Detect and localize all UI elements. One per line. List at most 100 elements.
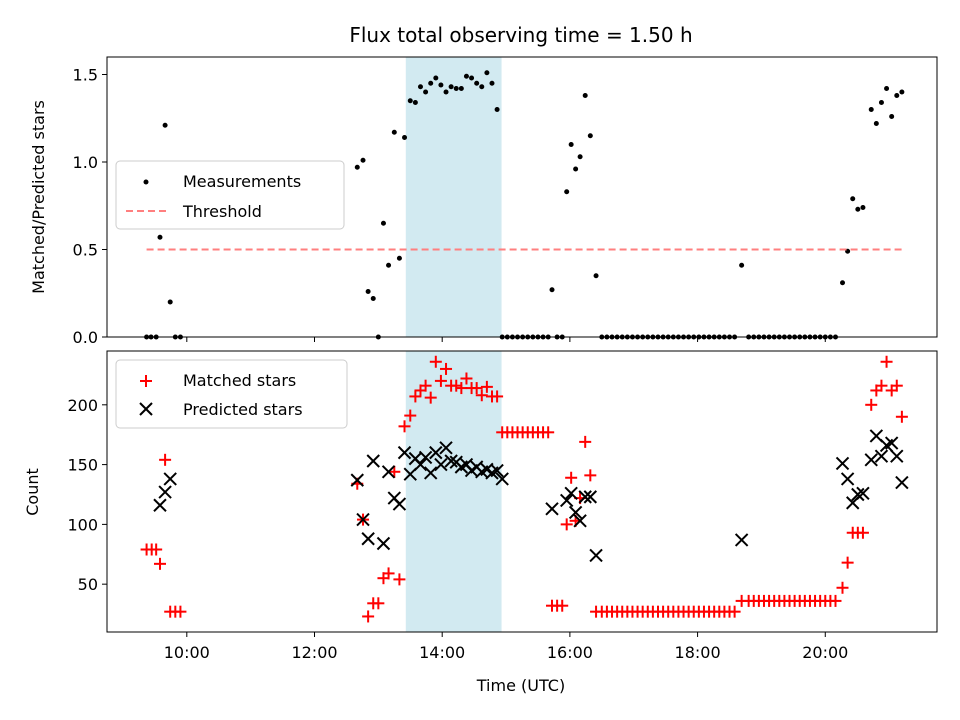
y-tick-label: 1.5 (73, 66, 98, 85)
matched-stars-point (542, 426, 555, 439)
matched-stars-point (455, 382, 468, 395)
predicted-stars-point (413, 457, 428, 472)
measurement-point (479, 84, 485, 90)
x-tick-label: 10:00 (164, 643, 210, 662)
measurement-point (412, 100, 418, 105)
predicted-stars-point (153, 498, 167, 512)
matched-stars-point (856, 526, 869, 539)
legend-label-threshold: Threshold (182, 202, 262, 221)
matched-stars-point (836, 581, 849, 594)
predicted-stars-point (429, 445, 443, 460)
measurement-point (463, 73, 469, 79)
matched-stars-point (579, 435, 592, 448)
predicted-stars-point (884, 436, 899, 450)
measurement-point (850, 196, 856, 202)
count-panel: 50 100 150 200 10:00 12:00 14:00 16:00 18:00 20:… (23, 350, 938, 695)
predicted-stars-point (356, 512, 370, 527)
matched-stars-point (150, 543, 163, 556)
predicted-stars-point (835, 456, 850, 471)
measurement-point (391, 129, 397, 135)
predicted-stars-point (864, 453, 878, 467)
count-legend: Matched stars Predicted stars (115, 359, 348, 429)
predicted-stars-point (851, 487, 865, 502)
predicted-stars-point (350, 473, 364, 487)
measurement-point (577, 154, 583, 160)
measurement-point (894, 93, 900, 98)
matched-stars-point (429, 355, 442, 368)
matched-stars-point (440, 362, 453, 375)
measurement-point (593, 273, 599, 279)
matched-stars-point (393, 573, 406, 586)
predicted-stars-point (423, 466, 438, 480)
observing-window-span (405, 351, 502, 632)
x-tick-label: 14:00 (419, 643, 465, 662)
legend-x-marker (139, 402, 153, 416)
matched-stars-point (424, 391, 437, 404)
matched-stars-point (470, 382, 483, 395)
matched-stars-point (388, 465, 401, 478)
measurement-point (157, 234, 163, 240)
x-tick-label: 18:00 (675, 643, 721, 662)
matched-stars-point (491, 390, 504, 403)
ratio-y-axis: 0.0 0.5 1.0 1.5 (73, 66, 107, 347)
measurement-point (428, 80, 434, 86)
count-y-axis-title: Count (23, 468, 42, 516)
measurement-point (494, 107, 500, 112)
measurement-point (840, 280, 846, 286)
ratio-panel-frame (106, 56, 938, 338)
y-tick-label: 1.0 (73, 153, 98, 172)
predicted-stars-point (568, 505, 583, 520)
y-tick-label: 50 (78, 575, 98, 594)
measurement-point (884, 86, 890, 91)
x-tick-label: 20:00 (802, 643, 848, 662)
matched-stars-point (895, 410, 908, 423)
ratio-legend: Measurements Threshold (115, 160, 345, 230)
count-panel-frame (106, 350, 938, 633)
predicted-stars-point (397, 445, 412, 460)
matched-stars-point (419, 379, 432, 392)
matched-stars-point (362, 610, 375, 623)
measurement-point (433, 75, 439, 81)
matched-stars-point (841, 556, 854, 569)
measurement-point (889, 114, 895, 119)
measurement-point (370, 296, 376, 301)
matched-stars-point (404, 409, 417, 422)
measurement-point (365, 289, 371, 294)
observing-window-span (405, 57, 502, 337)
predicted-stars-point (559, 493, 574, 508)
predicted-stars-point (495, 472, 509, 486)
measurement-point (417, 84, 423, 90)
predicted-stars-point (361, 532, 375, 546)
predicted-stars-point (392, 497, 407, 511)
matched-stars-point (153, 557, 166, 570)
measurement-point (489, 80, 495, 86)
chart-title: Flux total observing time = 1.50 h (349, 23, 692, 47)
measurement-point (873, 121, 879, 126)
predicted-stars-point (418, 450, 433, 465)
matched-stars-point (890, 379, 903, 392)
measurement-point (868, 107, 874, 112)
matched-stars-point (880, 355, 893, 368)
count-marks (140, 355, 909, 623)
predicted-stars-point (890, 449, 904, 463)
matched-stars-point (450, 379, 463, 392)
measurement-point (582, 93, 588, 98)
legend-plus-marker (140, 375, 152, 387)
matched-stars-point (174, 605, 187, 618)
measurement-point (162, 122, 168, 128)
measurement-point (396, 255, 402, 261)
matched-stars-point (409, 390, 422, 403)
measurement-point (878, 100, 884, 105)
measurement-point (448, 84, 454, 90)
count-y-axis: 50 100 150 200 (67, 396, 107, 594)
predicted-stars-point (573, 514, 587, 528)
matched-stars-point (875, 379, 888, 392)
predicted-stars-point (376, 536, 391, 551)
x-axis-title: Time (UTC) (476, 676, 565, 695)
measurement-point (549, 287, 555, 293)
measurement-point (402, 135, 408, 140)
legend-dot-marker (143, 179, 149, 185)
measurement-point (443, 89, 449, 95)
x-axis: 10:00 12:00 14:00 16:00 18:00 20:00 (164, 632, 848, 662)
